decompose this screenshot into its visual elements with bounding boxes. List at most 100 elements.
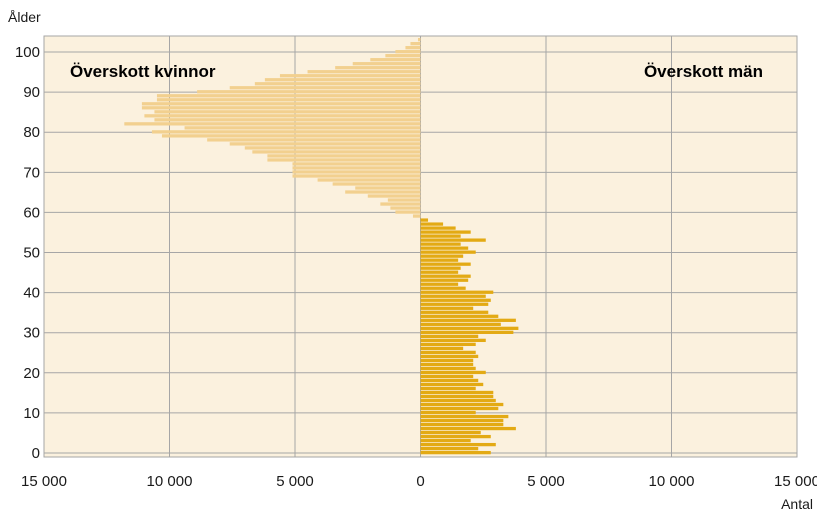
y-tick-label: 10: [23, 405, 40, 422]
bar: [420, 382, 484, 387]
x-tick-label: 15 000: [21, 473, 67, 490]
y-tick-label: 30: [23, 325, 40, 342]
bar: [420, 354, 479, 359]
bar: [420, 270, 459, 274]
bar: [420, 402, 504, 407]
y-tick-label: 70: [23, 164, 40, 181]
bar: [252, 150, 421, 154]
bar: [420, 434, 491, 439]
bar: [420, 250, 476, 254]
bar: [197, 90, 421, 94]
bar: [420, 230, 471, 234]
bar: [420, 330, 514, 334]
bar: [267, 154, 421, 158]
bar: [420, 274, 471, 278]
bar: [420, 406, 499, 411]
y-tick-label: 0: [32, 445, 40, 462]
bar: [154, 118, 421, 122]
bar: [420, 386, 476, 391]
bar: [395, 210, 421, 214]
bar: [144, 114, 421, 118]
bar: [229, 86, 421, 90]
bar: [420, 234, 461, 238]
bar: [355, 186, 421, 190]
bar: [264, 78, 421, 82]
bar: [279, 74, 421, 78]
bar: [292, 166, 421, 170]
bar: [420, 418, 504, 423]
bar: [292, 174, 421, 178]
bar: [420, 346, 464, 351]
bar: [420, 326, 519, 330]
bar: [184, 126, 421, 130]
bar: [420, 450, 491, 455]
bar: [420, 342, 476, 347]
bar: [420, 246, 469, 250]
bar: [420, 334, 479, 338]
bar: [335, 66, 421, 70]
bar: [345, 190, 421, 194]
bar: [161, 134, 421, 138]
bar: [420, 310, 489, 314]
bars: [124, 38, 519, 455]
bar: [317, 178, 421, 182]
bar: [390, 206, 421, 210]
bar: [307, 70, 421, 74]
bar: [254, 82, 421, 86]
y-tick-label: 90: [23, 84, 40, 101]
bar: [420, 262, 471, 266]
bar: [387, 198, 421, 202]
x-tick-label: 15 000: [774, 473, 817, 490]
bar: [207, 138, 421, 142]
bar: [420, 338, 486, 343]
bar: [244, 146, 421, 150]
y-tick-label: 60: [23, 204, 40, 221]
bar: [156, 94, 421, 98]
bar: [420, 306, 474, 310]
x-tick-label: 5 000: [527, 473, 565, 490]
bar: [367, 194, 421, 198]
bar: [420, 390, 494, 395]
bar: [420, 366, 476, 371]
bar: [332, 182, 421, 186]
x-axis-ticks: 15 000 10 000 5 000 0 5 000 10 000 15 000: [21, 473, 817, 490]
bar: [385, 54, 421, 58]
bar: [420, 370, 486, 375]
annotation-men-surplus: Överskott män: [644, 62, 763, 81]
bar: [292, 162, 421, 166]
bar: [229, 142, 421, 146]
bar: [420, 414, 509, 419]
bar: [380, 202, 421, 206]
bar: [156, 98, 421, 102]
bar: [410, 42, 421, 46]
x-tick-label: 10 000: [649, 473, 695, 490]
bar: [420, 378, 479, 383]
bar: [420, 438, 471, 443]
y-tick-label: 100: [15, 44, 40, 61]
bar: [420, 238, 486, 242]
plot-border: [43, 35, 798, 458]
bar: [420, 350, 476, 355]
y-tick-label: 40: [23, 285, 40, 302]
bar: [420, 318, 516, 322]
bar: [267, 158, 421, 162]
bar: [154, 110, 421, 114]
y-axis-title: Ålder: [8, 9, 41, 25]
bar: [370, 58, 421, 62]
x-tick-label: 10 000: [147, 473, 193, 490]
bar: [420, 422, 504, 427]
bar: [420, 322, 501, 326]
y-tick-label: 20: [23, 365, 40, 382]
bar: [420, 430, 481, 435]
bar: [420, 222, 444, 226]
bar: [420, 294, 486, 298]
bar: [420, 410, 476, 415]
bar: [420, 302, 489, 306]
x-tick-label: 5 000: [276, 473, 314, 490]
x-tick-label: 0: [416, 473, 424, 490]
bar: [420, 278, 469, 282]
bar: [420, 242, 461, 246]
bar: [395, 50, 421, 54]
bar: [412, 214, 421, 218]
